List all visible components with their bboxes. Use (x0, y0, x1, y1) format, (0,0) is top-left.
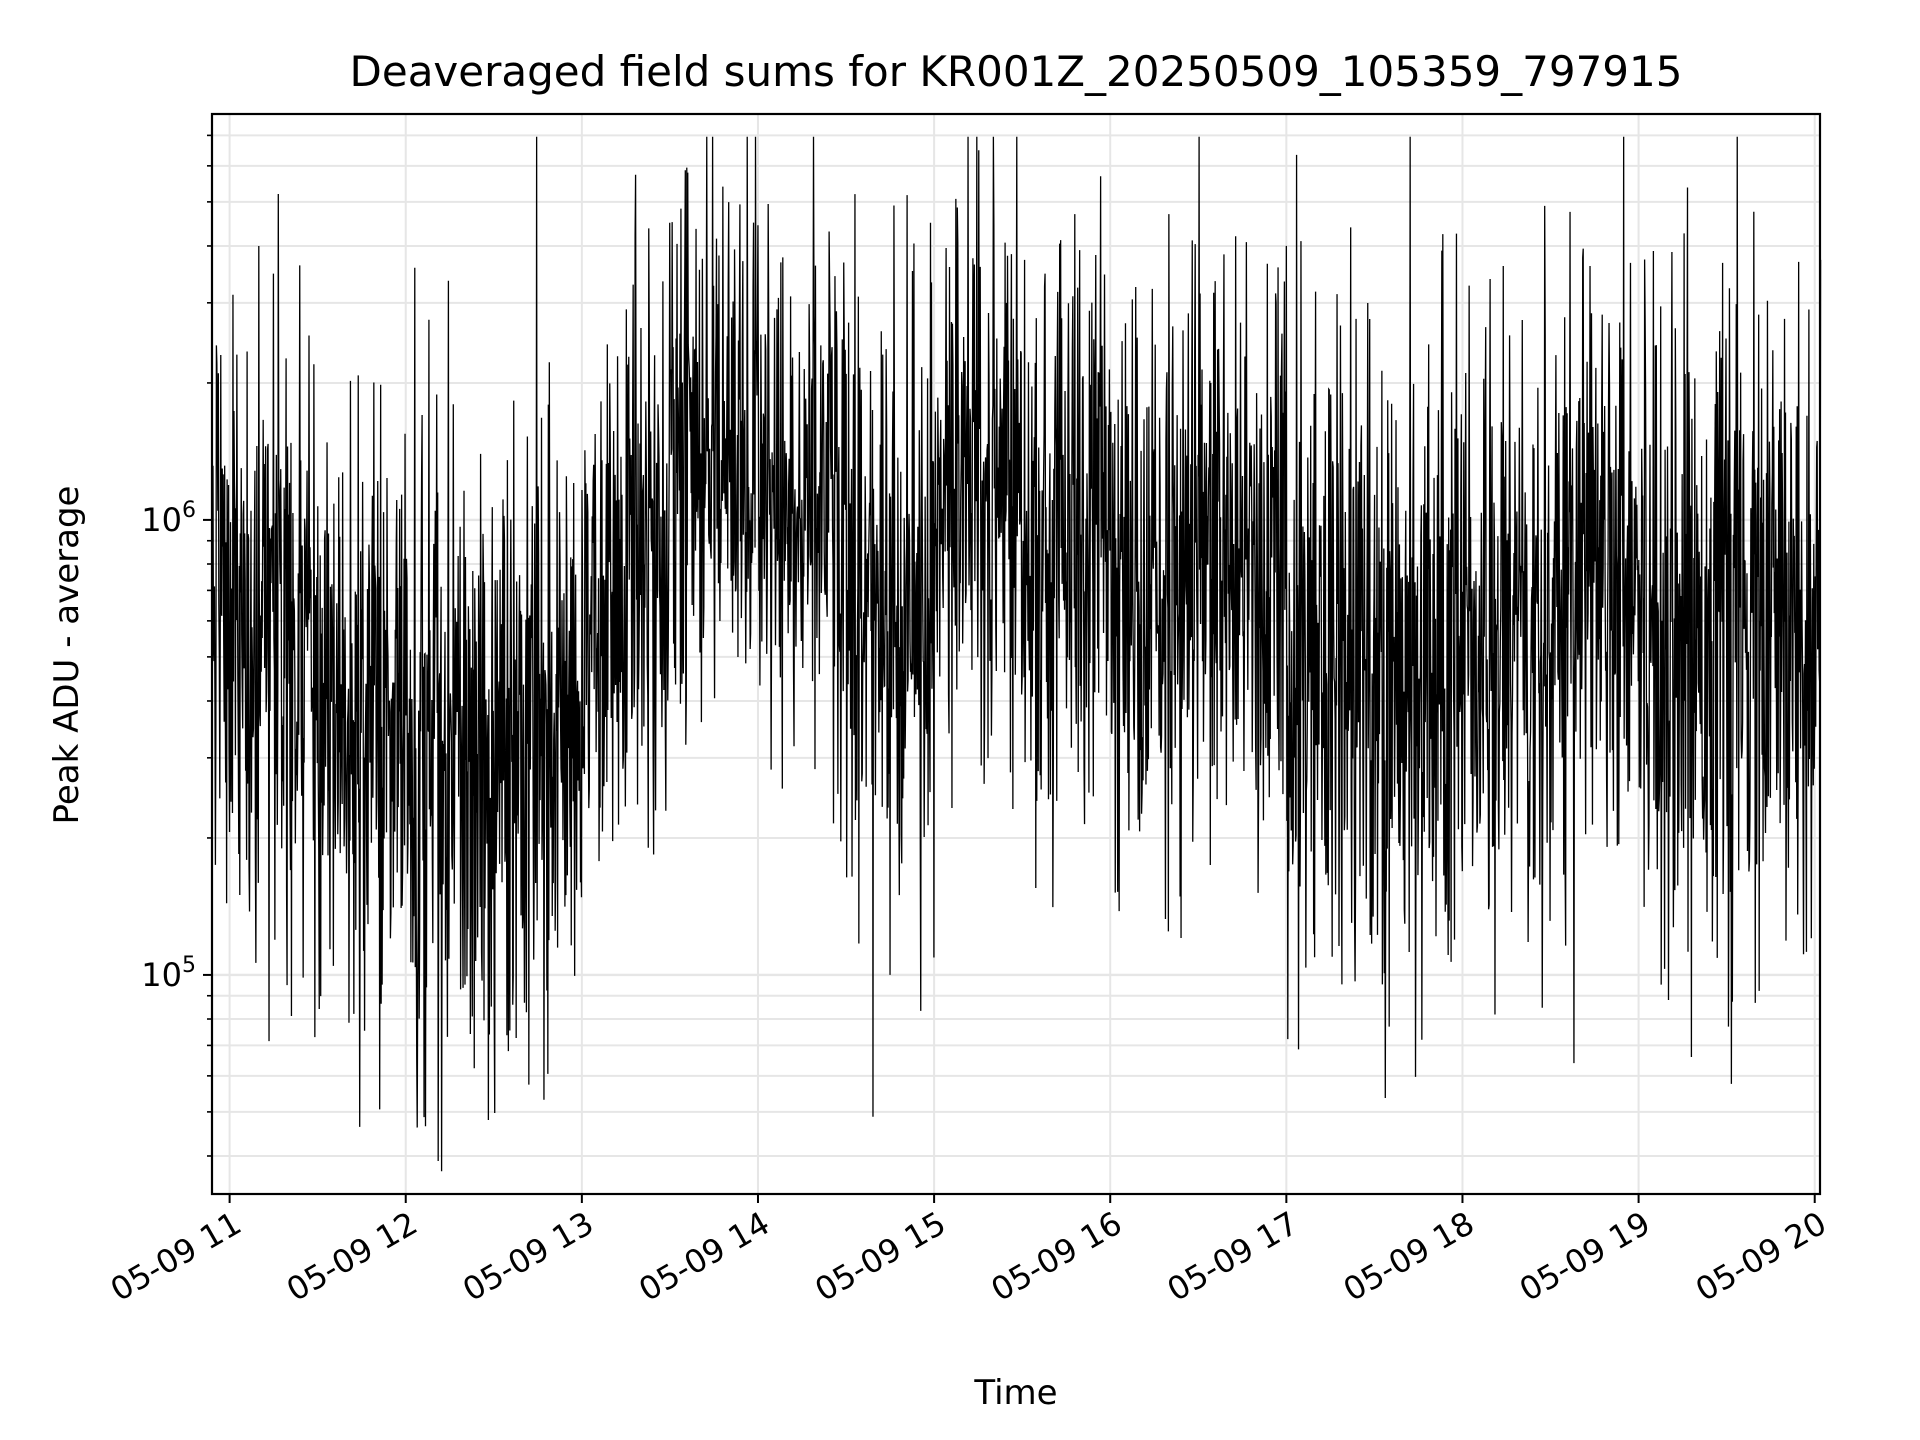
series-line (211, 136, 1822, 1172)
y-tick-label: 105 (141, 953, 196, 994)
series-layer (211, 136, 1822, 1172)
y-tick-exponent: 5 (182, 953, 196, 978)
y-axis-title: Peak ADU - average (47, 486, 87, 825)
y-tick-base: 10 (141, 501, 182, 539)
chart-title: Deaveraged field sums for KR001Z_2025050… (350, 47, 1683, 96)
y-tick-exponent: 6 (182, 498, 196, 523)
plot-area-frame (210, 112, 1822, 1196)
y-tick-base: 10 (141, 956, 182, 994)
y-tick-label: 106 (141, 498, 196, 539)
x-axis-title: Time (973, 1373, 1057, 1413)
